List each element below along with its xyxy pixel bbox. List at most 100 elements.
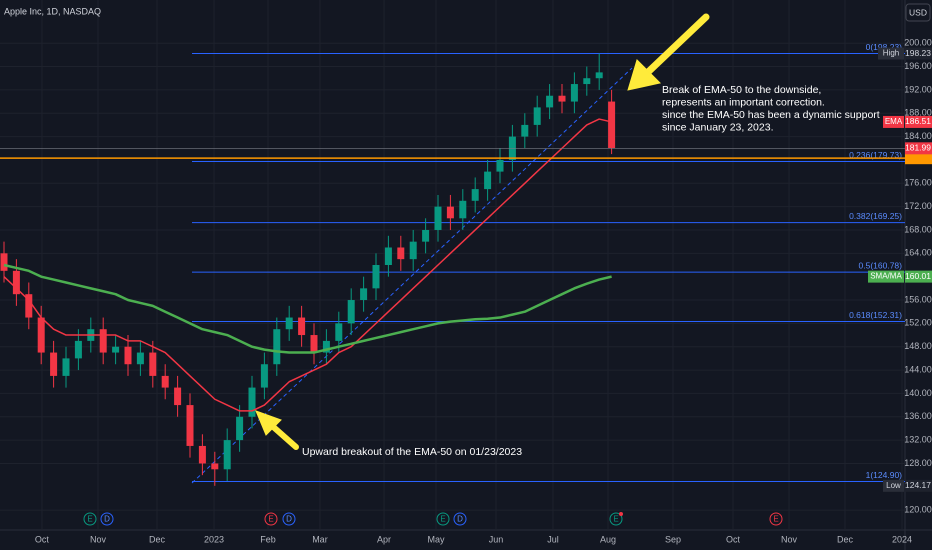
candle-body [161,375,169,388]
x-tick-label: 2023 [204,534,224,544]
candle-body [322,340,330,353]
candle-body [533,107,541,125]
candle-body [298,317,306,336]
candle-body [248,387,256,417]
candle-body [558,95,566,102]
event-label: D [104,515,110,524]
x-tick-label: Jul [547,534,559,544]
candle-body [360,288,368,301]
dividend-icon[interactable] [453,512,467,526]
x-tick-label: Aug [600,534,616,544]
chart-title: Apple Inc, 1D, NASDAQ [4,6,101,16]
dividend-icon[interactable] [282,512,296,526]
badge-value: 160.01 [905,271,931,281]
fib-label: 0.5(160.78) [859,260,903,270]
x-tick-label: Nov [90,534,107,544]
badge-value: 186.51 [905,116,931,126]
candle-body [198,445,206,464]
y-tick-label: 152.00 [904,318,932,328]
y-tick-label: 156.00 [904,294,932,304]
indicator-line [3,118,612,412]
y-tick-label: 144.00 [904,364,932,374]
x-tick-label: Oct [35,534,50,544]
y-tick-label: 164.00 [904,248,932,258]
annotation-text: since the EMA-50 has been a dynamic supp… [662,109,880,121]
currency-label: USD [909,7,927,17]
x-tick-label: Jun [489,534,504,544]
candle-body [260,364,268,388]
candle-body [570,84,578,102]
y-tick-label: 192.00 [904,84,932,94]
candle-body [335,323,343,341]
x-tick-label: Mar [312,534,328,544]
badge-value-bg [905,270,932,283]
earnings-icon[interactable] [769,512,783,526]
x-tick-label: Nov [781,534,798,544]
candle-body [37,317,45,353]
candle-body [285,317,293,330]
candle-body [546,95,554,108]
dividend-icon[interactable] [100,512,114,526]
fib-label: 0.618(152.31) [849,310,902,320]
annotation-text: represents an important correction. [662,96,825,108]
x-tick-label: Feb [260,534,276,544]
earnings-icon[interactable] [83,512,97,526]
x-tick-label: Dec [149,534,166,544]
fib-label: 1(124.90) [866,470,903,480]
candle-body [310,335,318,353]
candle-body [384,247,392,265]
event-label: E [773,515,778,524]
fib-label: 0(198.23) [866,42,903,52]
badge-label-bg [868,270,904,283]
y-tick-label: 148.00 [904,341,932,351]
annotation-text: Upward breakout of the EMA-50 on 01/23/2… [302,446,522,458]
fib-label: 0.382(169.25) [849,211,902,221]
candle-body [112,346,120,353]
y-tick-label: 136.00 [904,411,932,421]
candle-body [397,247,405,260]
badge-label-bg [883,115,904,128]
x-tick-label: Sep [665,534,681,544]
x-tick-label: 2024 [892,534,912,544]
annotation-text: since January 23, 2023. [662,121,774,133]
last-price-badge [905,142,932,155]
badge-label-bg [878,47,904,60]
badge-label: High [883,49,899,58]
earnings-icon[interactable] [264,512,278,526]
x-tick-label: May [428,534,446,544]
candle-body [236,416,244,441]
currency-button[interactable] [905,3,931,22]
candle-body [136,352,144,365]
candles [0,53,616,486]
arrow [627,13,710,91]
candle-body [124,346,132,365]
earnings-icon[interactable] [436,512,450,526]
event-label: E [440,515,445,524]
badge-value-bg [905,47,932,60]
y-tick-label: 132.00 [904,434,932,444]
event-label: E [613,515,618,524]
fib-label: 0.236(179.73) [849,150,902,160]
event-label: E [87,515,92,524]
candle-body [12,270,20,295]
event-label: D [286,515,292,524]
candle-body [422,229,430,242]
y-tick-label: 176.00 [904,178,932,188]
indicator-line [3,263,612,354]
candle-body [347,300,355,324]
annotation-text: Break of EMA-50 to the downside, [662,84,821,96]
event-dot [619,512,623,516]
candle-body [595,72,603,79]
arrow [255,410,299,450]
price-badge [905,152,932,165]
candle-body [211,463,219,470]
candle-body [496,159,504,172]
badge-label: SMA/MA [870,272,902,281]
y-tick-label: 196.00 [904,61,932,71]
earnings-icon[interactable] [609,512,623,526]
candle-body [74,340,82,359]
x-tick-label: Apr [377,534,391,544]
candle-body [446,206,454,219]
